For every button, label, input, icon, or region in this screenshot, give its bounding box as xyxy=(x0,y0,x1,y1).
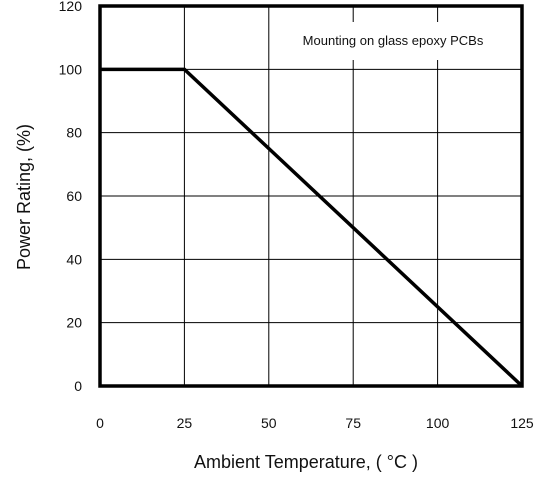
x-tick-label: 50 xyxy=(261,415,277,431)
tick-label-layer: 0 25 50 75 100 125 0 20 40 60 80 100 120 xyxy=(59,0,534,431)
plot-frame xyxy=(98,4,524,388)
y-tick-label: 40 xyxy=(66,251,82,267)
x-tick-label: 0 xyxy=(96,415,104,431)
derating-curve-line xyxy=(100,67,524,388)
x-tick-label: 125 xyxy=(510,415,534,431)
y-tick-label: 60 xyxy=(66,188,82,204)
y-tick-label: 80 xyxy=(66,125,82,141)
y-tick-label: 100 xyxy=(59,61,83,77)
y-axis-title: Power Rating, (%) xyxy=(14,124,34,270)
y-tick-label: 0 xyxy=(74,378,82,394)
y-tick-label: 20 xyxy=(66,315,82,331)
x-axis-title: Ambient Temperature, ( °C ) xyxy=(194,452,418,472)
x-tick-label: 75 xyxy=(345,415,361,431)
annotation-label: Mounting on glass epoxy PCBs xyxy=(303,33,484,48)
series-layer xyxy=(98,67,524,388)
y-tick-label: 120 xyxy=(59,0,83,14)
data-point xyxy=(182,67,186,71)
annotation-layer: Mounting on glass epoxy PCBs xyxy=(270,22,515,60)
grid-layer xyxy=(100,6,522,386)
x-tick-label: 100 xyxy=(426,415,450,431)
annotation-box xyxy=(270,22,515,60)
x-tick-label: 25 xyxy=(177,415,193,431)
